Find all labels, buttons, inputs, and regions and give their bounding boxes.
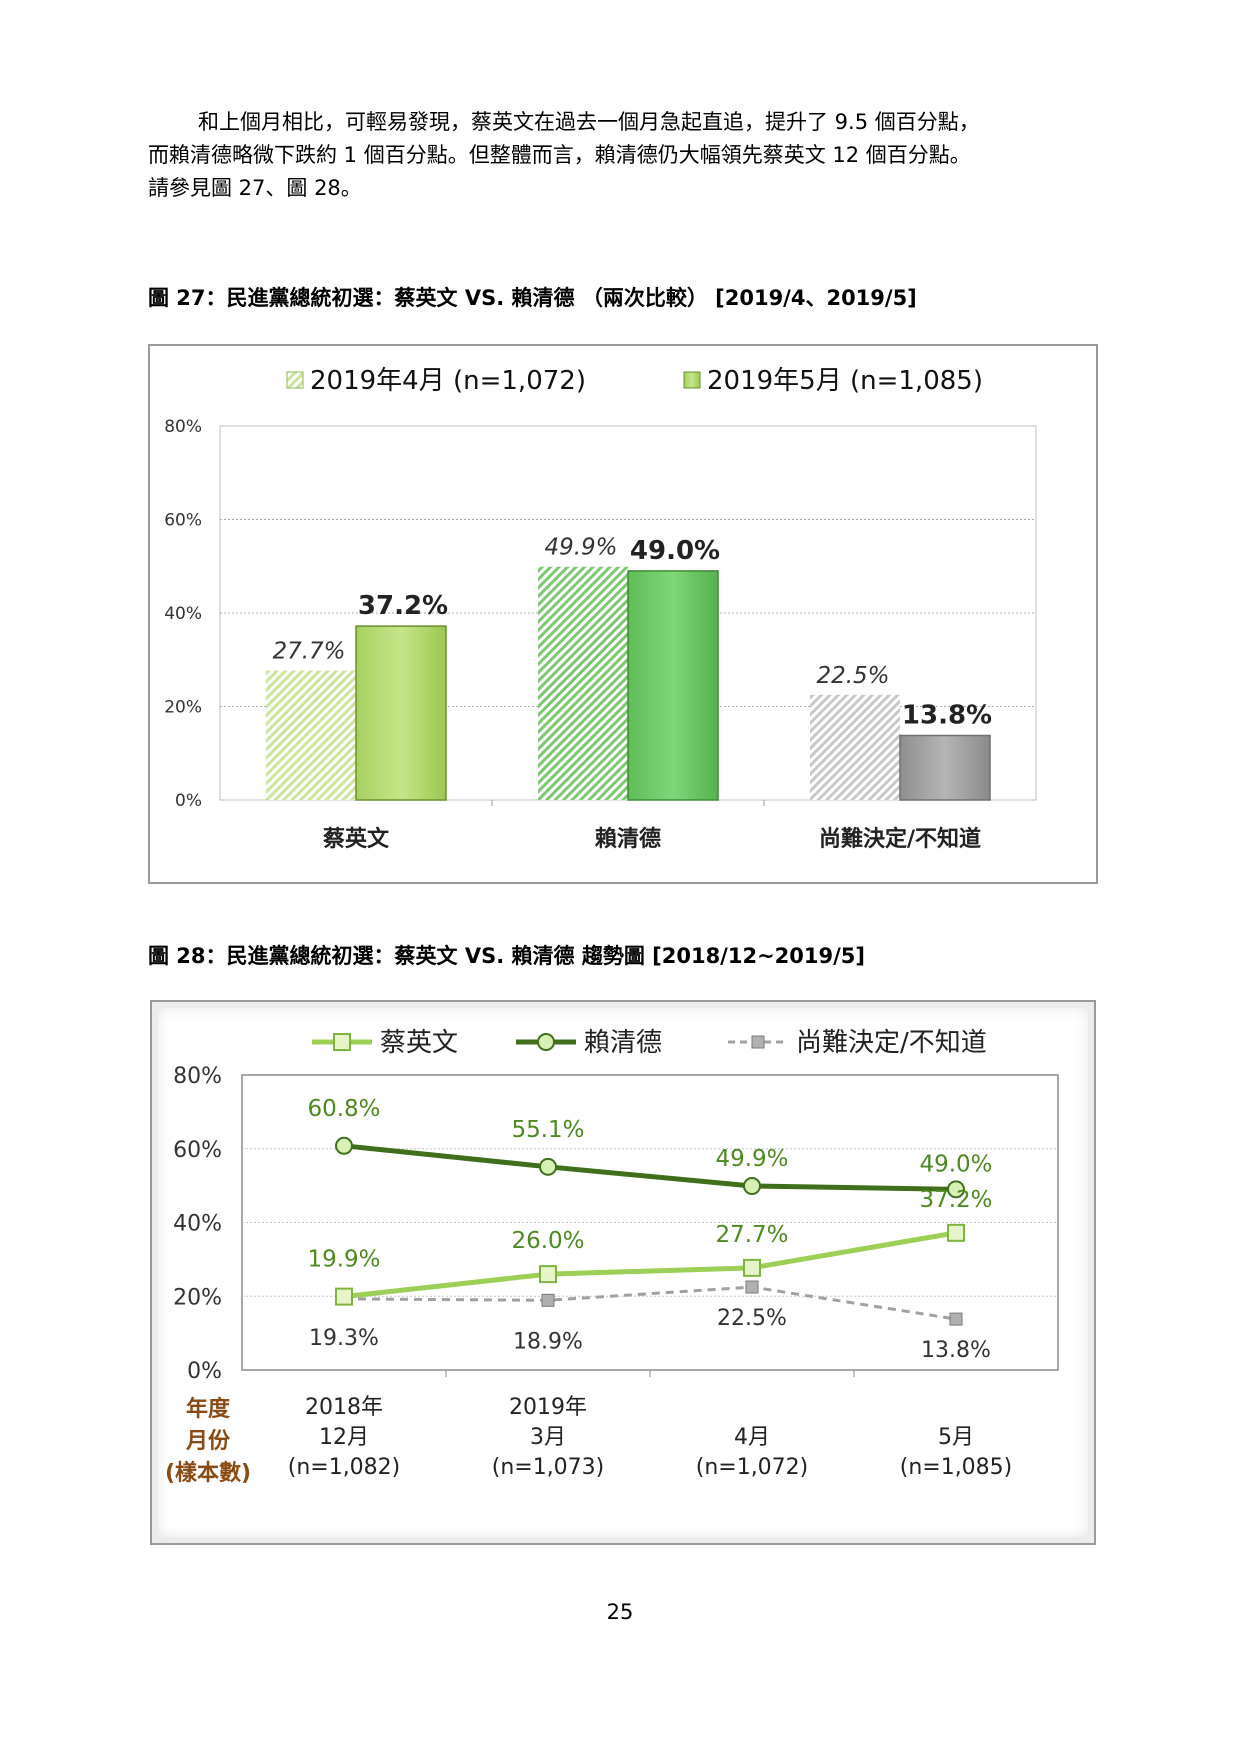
axis-side-label: 年度 bbox=[186, 1396, 231, 1422]
data-label-lai: 55.1% bbox=[511, 1117, 584, 1143]
marker-other bbox=[541, 1293, 555, 1307]
data-label-other: 18.9% bbox=[513, 1329, 583, 1354]
data-label-apr: 27.7% bbox=[272, 639, 345, 665]
x-category-label: (n=1,082) bbox=[288, 1455, 401, 1480]
marker-tsai bbox=[335, 1287, 353, 1306]
data-label-may: 37.2% bbox=[358, 591, 448, 621]
x-category-label: 2018年 bbox=[305, 1395, 383, 1420]
x-category-label: 賴清德 bbox=[595, 826, 661, 852]
x-category-label: 2019年 bbox=[509, 1395, 587, 1420]
y-tick-label: 20% bbox=[173, 1285, 222, 1310]
legend-swatch-apr bbox=[286, 371, 304, 389]
bar-may bbox=[627, 570, 719, 801]
data-label-other: 22.5% bbox=[717, 1306, 787, 1331]
x-category-label: 3月 bbox=[530, 1425, 566, 1450]
figure-27-caption: 圖 27：民進黨總統初選：蔡英文 VS. 賴清德 （兩次比較） [2019/4、… bbox=[148, 286, 917, 310]
data-label-lai: 49.9% bbox=[715, 1146, 788, 1172]
legend-marker-lai bbox=[537, 1033, 555, 1051]
figure-28-frame: 0% 20% 40% 60% 80% 60.8% 55.1% 49.9% 49.0% 19.9% 2… bbox=[150, 1000, 1096, 1545]
y-tick-label: 80% bbox=[173, 1064, 222, 1089]
data-label-other: 19.3% bbox=[309, 1326, 379, 1351]
bar-apr bbox=[810, 694, 900, 800]
legend-marker-other bbox=[751, 1035, 765, 1049]
y-tick-label: 40% bbox=[173, 1212, 222, 1237]
figure-27-frame: 0% 20% 40% 60% 80% 27.7% 37.2% 蔡英文 49.9% 49.0% 賴清德… bbox=[148, 344, 1098, 884]
body-paragraph: 和上個月相比，可輕易發現，蔡英文在過去一個月急起直追，提升了 9.5 個百分點，… bbox=[148, 106, 1098, 205]
legend-marker-tsai bbox=[333, 1033, 351, 1051]
marker-lai bbox=[539, 1157, 557, 1176]
legend-swatch-may bbox=[683, 371, 701, 389]
marker-tsai bbox=[947, 1223, 965, 1242]
legend-label-other: 尚難決定/不知道 bbox=[796, 1028, 987, 1058]
page-number: 25 bbox=[606, 1600, 634, 1624]
data-label-other: 13.8% bbox=[921, 1338, 991, 1363]
data-label-apr: 22.5% bbox=[816, 663, 889, 689]
line-series-other bbox=[343, 1285, 957, 1321]
paragraph-line: 請參見圖 27、圖 28。 bbox=[148, 176, 362, 200]
paragraph-line: 和上個月相比，可輕易發現，蔡英文在過去一個月急起直追，提升了 9.5 個百分點， bbox=[198, 110, 980, 134]
data-label-tsai: 37.2% bbox=[919, 1187, 992, 1213]
data-label-lai: 60.8% bbox=[307, 1096, 380, 1122]
y-tick-label: 60% bbox=[173, 1138, 222, 1163]
data-label-tsai: 26.0% bbox=[511, 1228, 584, 1254]
y-tick-label: 0% bbox=[187, 1359, 222, 1384]
line-chart: 0% 20% 40% 60% 80% 60.8% 55.1% 49.9% 49.0% 19.9% 2… bbox=[165, 1028, 1059, 1486]
marker-lai bbox=[947, 1180, 965, 1199]
legend-label-may: 2019年5月 (n=1,085) bbox=[707, 366, 983, 396]
marker-other bbox=[745, 1280, 759, 1294]
data-label-tsai: 27.7% bbox=[715, 1222, 788, 1248]
figure-28-caption: 圖 28：民進黨總統初選：蔡英文 VS. 賴清德 趨勢圖 [2018/12~20… bbox=[148, 944, 865, 968]
data-label-lai: 49.0% bbox=[919, 1151, 992, 1177]
marker-tsai bbox=[743, 1258, 761, 1277]
marker-lai bbox=[335, 1136, 353, 1155]
line-series-lai bbox=[343, 1143, 957, 1192]
x-category-label: 尚難決定/不知道 bbox=[819, 826, 981, 852]
y-tick-label: 0% bbox=[175, 791, 202, 811]
x-category-label: (n=1,085) bbox=[900, 1455, 1013, 1480]
y-tick-label: 20% bbox=[164, 698, 202, 718]
x-category-label: 12月 bbox=[319, 1425, 369, 1450]
x-category-label: 4月 bbox=[734, 1425, 770, 1450]
data-label-apr: 49.9% bbox=[544, 535, 617, 561]
line-series-tsai bbox=[343, 1230, 957, 1300]
axis-side-label: (樣本數) bbox=[165, 1460, 251, 1486]
y-tick-label: 40% bbox=[164, 604, 202, 624]
paragraph-line: 而賴清德略微下跌約 1 個百分點。但整體而言，賴清德仍大幅領先蔡英文 12 個百… bbox=[148, 143, 971, 167]
marker-tsai bbox=[539, 1265, 557, 1284]
axis-side-label: 月份 bbox=[185, 1429, 231, 1454]
y-tick-label: 80% bbox=[164, 417, 202, 437]
bar-may bbox=[355, 625, 447, 801]
x-category-label: (n=1,073) bbox=[492, 1455, 605, 1480]
legend-label-apr: 2019年4月 (n=1,072) bbox=[310, 366, 586, 396]
bar-apr bbox=[266, 670, 356, 800]
bar-may bbox=[899, 734, 991, 801]
x-category-label: 5月 bbox=[938, 1425, 974, 1450]
marker-other bbox=[949, 1312, 963, 1326]
data-label-tsai: 19.9% bbox=[307, 1247, 380, 1273]
bar-apr bbox=[538, 566, 628, 800]
data-label-may: 49.0% bbox=[630, 536, 720, 566]
bar-chart: 0% 20% 40% 60% 80% 27.7% 37.2% 蔡英文 49.9% 49.0% 賴清德… bbox=[164, 366, 1037, 852]
x-category-label: (n=1,072) bbox=[696, 1455, 809, 1480]
legend-label-tsai: 蔡英文 bbox=[380, 1028, 458, 1058]
y-tick-label: 60% bbox=[164, 511, 202, 531]
marker-lai bbox=[743, 1176, 761, 1195]
data-label-may: 13.8% bbox=[902, 700, 992, 730]
x-category-label: 蔡英文 bbox=[322, 826, 390, 852]
legend-label-lai: 賴清德 bbox=[584, 1028, 662, 1058]
